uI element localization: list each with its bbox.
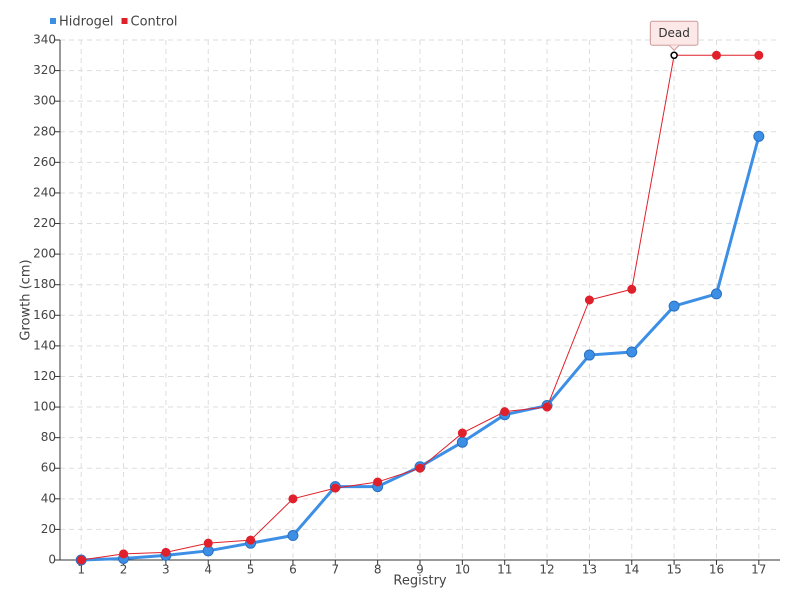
data-point	[415, 463, 425, 473]
y-tick-label: 120	[33, 369, 56, 383]
data-point	[584, 295, 594, 305]
x-tick-label: 5	[247, 563, 255, 577]
y-tick-label: 0	[48, 553, 56, 567]
x-tick-label: 2	[120, 563, 128, 577]
data-point	[668, 300, 680, 312]
y-tick-label: 300	[33, 94, 56, 108]
data-point	[203, 538, 213, 548]
x-tick-label: 13	[582, 563, 597, 577]
data-point	[711, 50, 721, 60]
x-tick-label: 8	[374, 563, 382, 577]
data-point	[500, 407, 510, 417]
y-tick-label: 220	[33, 216, 56, 230]
data-point	[119, 549, 129, 559]
legend-swatch	[50, 18, 56, 24]
data-point	[753, 130, 765, 142]
legend-label: Hidrogel	[59, 15, 114, 30]
annotation-pointer	[668, 44, 680, 52]
data-point	[457, 428, 467, 438]
x-tick-label: 9	[416, 563, 424, 577]
data-point	[246, 535, 256, 545]
data-point	[754, 50, 764, 60]
data-point	[542, 402, 552, 412]
y-axis-label: Growth (cm)	[19, 259, 34, 340]
legend-label: Control	[131, 15, 178, 30]
x-tick-label: 11	[497, 563, 512, 577]
y-tick-label: 320	[33, 63, 56, 77]
x-tick-label: 16	[709, 563, 724, 577]
data-point	[710, 288, 722, 300]
x-tick-label: 1	[77, 563, 85, 577]
data-point	[626, 346, 638, 358]
data-point	[373, 477, 383, 487]
y-tick-label: 240	[33, 185, 56, 199]
data-point	[456, 436, 468, 448]
x-tick-label: 12	[539, 563, 554, 577]
y-tick-label: 100	[33, 400, 56, 414]
x-tick-label: 3	[162, 563, 170, 577]
x-tick-label: 6	[289, 563, 297, 577]
data-point	[330, 483, 340, 493]
data-point	[288, 494, 298, 504]
y-tick-label: 60	[41, 461, 56, 475]
x-tick-label: 17	[751, 563, 766, 577]
data-point	[161, 547, 171, 557]
annotation-text: Dead	[658, 26, 690, 40]
y-tick-label: 340	[33, 33, 56, 47]
x-tick-label: 14	[624, 563, 639, 577]
data-point	[583, 349, 595, 361]
data-point	[627, 284, 637, 294]
legend-swatch	[121, 18, 128, 24]
y-tick-label: 260	[33, 155, 56, 169]
data-point	[76, 555, 86, 565]
x-tick-label: 10	[455, 563, 470, 577]
data-point	[287, 530, 299, 542]
x-tick-label: 4	[204, 563, 212, 577]
x-tick-label: 15	[666, 563, 681, 577]
y-tick-label: 40	[41, 491, 56, 505]
annotation: Dead	[649, 20, 699, 52]
y-tick-label: 140	[33, 338, 56, 352]
data-point	[670, 51, 678, 60]
y-tick-label: 20	[41, 522, 56, 536]
x-tick-label: 7	[331, 563, 339, 577]
x-axis-label: Registry	[393, 574, 447, 589]
y-tick-label: 160	[33, 308, 56, 322]
y-tick-label: 80	[41, 430, 56, 444]
y-tick-label: 180	[33, 277, 56, 291]
y-tick-label: 280	[33, 124, 56, 138]
y-tick-label: 200	[33, 247, 56, 261]
